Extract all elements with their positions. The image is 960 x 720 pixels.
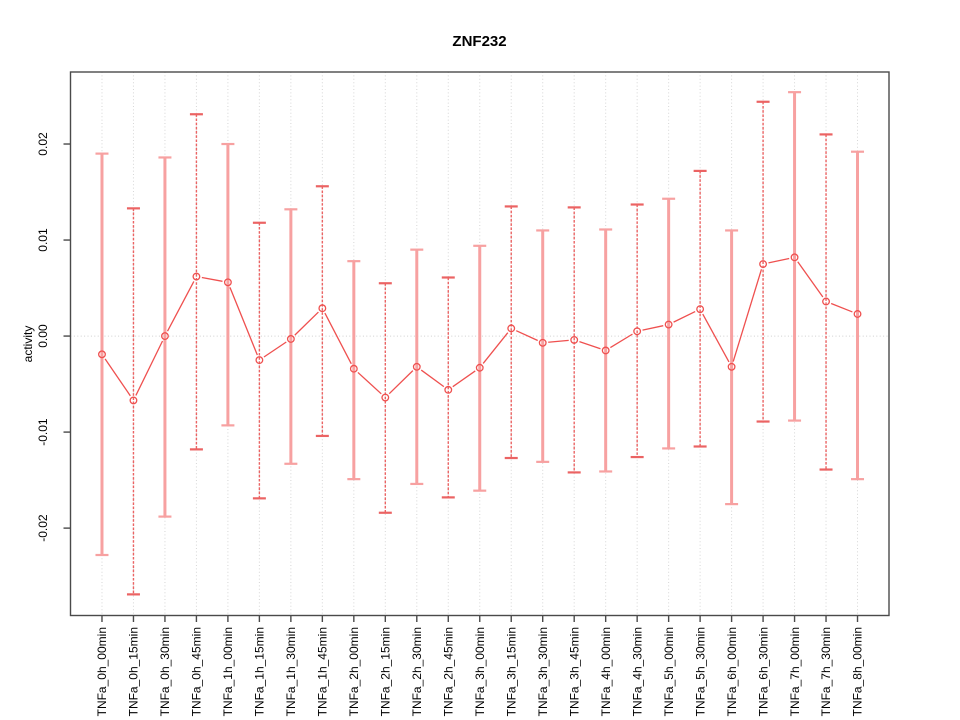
series-line-segment [579,341,601,350]
x-tick-label: TNFa_3h_15min [504,627,518,716]
data-point [223,278,232,287]
data-point [664,320,673,329]
x-tick-label: TNFa_4h_30min [630,627,644,716]
x-tick-label: TNFa_5h_30min [693,627,707,716]
data-point [727,362,736,371]
x-tick-label: TNFa_0h_45min [190,627,204,716]
data-point [412,362,421,371]
y-tick-label: -0.02 [36,514,50,542]
series-line-segment [642,325,664,331]
series-line-segment [515,330,538,342]
series-line-segment [135,340,164,396]
series-line-segment [768,257,790,264]
data-point [381,393,390,402]
x-tick-label: TNFa_6h_30min [756,627,770,716]
data-point [633,327,642,336]
series-line-segment [452,370,476,388]
series-line-segment [548,339,569,343]
series-line-segment [702,313,730,363]
x-tick-label: TNFa_7h_00min [788,627,802,716]
series-line-segment [830,302,853,313]
chart-title: ZNF232 [452,33,507,50]
series-line-segment [732,269,763,362]
series-line-segment [420,369,445,388]
data-point [318,304,327,313]
series-line-segment [482,332,509,364]
x-tick-label: TNFa_4h_00min [599,627,613,716]
x-tick-label: TNFa_3h_45min [567,627,581,716]
data-point [822,297,830,306]
data-point [160,332,169,341]
data-point [790,253,799,262]
x-tick-label: TNFa_3h_00min [473,627,487,716]
data-point [570,335,579,344]
data-point [601,346,610,355]
x-tick-label: TNFa_1h_30min [284,627,298,716]
series-line-segment [201,276,223,282]
series-line-segment [388,370,414,395]
data-point [192,272,201,281]
x-tick-label: TNFa_2h_45min [441,627,455,716]
y-tick-label: 0.02 [36,132,50,156]
x-tick-label: TNFa_1h_00min [221,627,235,716]
x-tick-label: TNFa_7h_30min [819,627,833,716]
series-line-segment [797,261,824,298]
series-line-segment [263,341,287,358]
data-point [475,363,484,372]
x-tick-label: TNFa_1h_15min [253,627,267,716]
series-line-segment [104,358,131,397]
series-line-segment [166,281,195,332]
series-line-segment [324,312,352,365]
x-tick-label: TNFa_1h_45min [316,627,330,716]
data-point [759,260,768,268]
x-tick-label: TNFa_0h_30min [158,627,172,716]
data-point [129,396,138,405]
data-point [696,305,705,314]
x-tick-label: TNFa_2h_00min [347,627,361,716]
x-tick-label: TNFa_2h_30min [410,627,424,716]
x-tick-label: TNFa_6h_00min [725,627,739,716]
data-point [538,338,547,347]
data-point [286,334,295,343]
series-line-segment [357,371,382,395]
y-tick-label: 0.00 [36,324,50,348]
series-line-segment [610,333,633,349]
series-line-segment [294,311,319,336]
x-tick-label: TNFa_0h_15min [127,627,141,716]
y-tick-label: -0.01 [36,418,50,446]
data-point [853,310,862,318]
series-line-segment [673,311,696,323]
data-point [255,356,264,365]
y-tick-label: 0.01 [36,228,50,252]
x-tick-label: TNFa_2h_15min [379,627,393,716]
x-tick-label: TNFa_3h_30min [536,627,550,716]
data-point [98,350,106,359]
x-tick-label: TNFa_0h_00min [95,627,109,716]
data-point [349,364,358,373]
series-line-segment [229,287,258,356]
data-point [444,385,453,394]
data-point [507,324,516,333]
x-tick-label: TNFa_8h_00min [851,627,865,716]
x-tick-label: TNFa_5h_00min [662,627,676,716]
